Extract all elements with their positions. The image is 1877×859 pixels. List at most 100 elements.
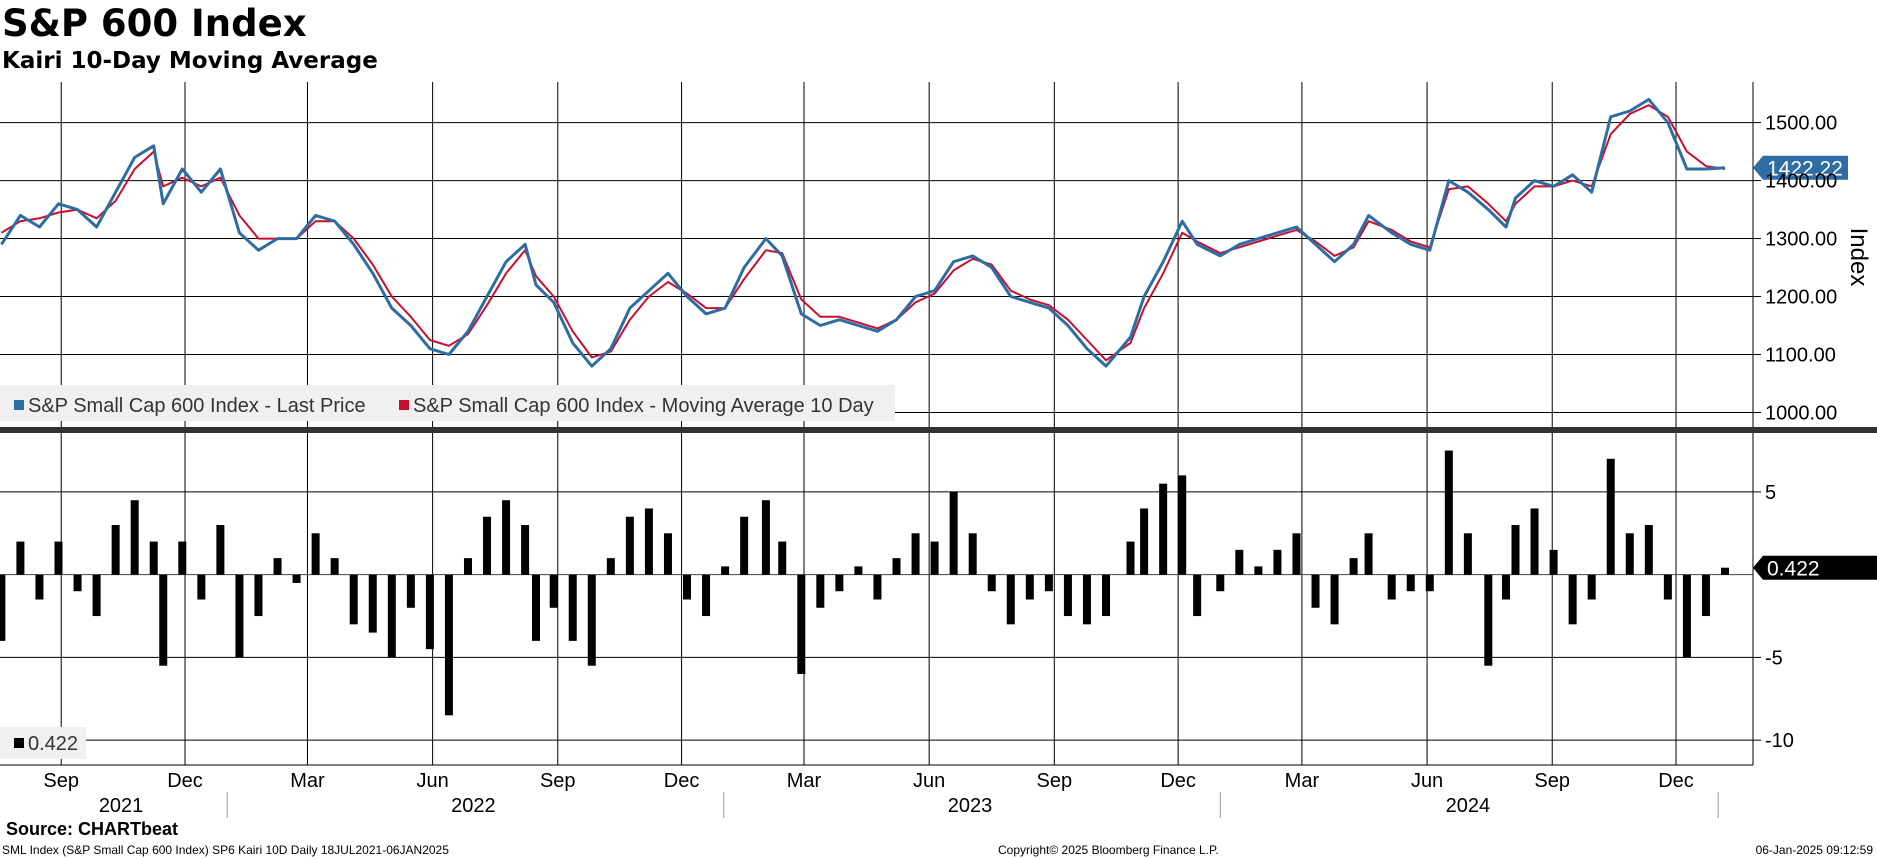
footer-copyright: Copyright© 2025 Bloomberg Finance L.P. bbox=[998, 843, 1219, 857]
kairi-bar bbox=[1625, 533, 1634, 575]
kairi-bar bbox=[349, 574, 358, 625]
last-price-line bbox=[0, 97, 1726, 368]
kairi-bar bbox=[330, 558, 339, 575]
kairi-bar bbox=[587, 574, 596, 666]
x-tick-label-month: Dec bbox=[1658, 770, 1694, 792]
kairi-bar bbox=[444, 574, 453, 716]
kairi-bar bbox=[1006, 574, 1015, 625]
kairi-bar bbox=[568, 574, 577, 641]
kairi-bar bbox=[606, 558, 615, 575]
kairi-bar bbox=[532, 574, 541, 641]
chart-subtitle: Kairi 10-Day Moving Average bbox=[2, 48, 378, 74]
kairi-bar bbox=[216, 525, 225, 575]
x-tick-label-month: Sep bbox=[1037, 770, 1073, 792]
kairi-bar bbox=[273, 558, 282, 575]
last-price-tag bbox=[1753, 155, 1848, 180]
kairi-bar bbox=[16, 541, 25, 575]
kairi-bar bbox=[1292, 533, 1301, 575]
source-note: Source: CHARTbeat bbox=[6, 819, 179, 839]
y-tick-label: 1400.00 bbox=[1765, 171, 1837, 193]
kairi-bar bbox=[1644, 525, 1653, 575]
kairi-bars bbox=[0, 450, 1729, 716]
footer-timestamp: 06-Jan-2025 09:12:59 bbox=[1755, 843, 1873, 857]
y-axis-title: Index bbox=[1845, 228, 1872, 287]
kairi-bar bbox=[761, 500, 770, 575]
kairi-bar bbox=[1463, 533, 1472, 575]
kairi-bar bbox=[368, 574, 377, 633]
kairi-bar bbox=[1511, 525, 1520, 575]
kairi-bar bbox=[54, 541, 63, 575]
legend-background bbox=[0, 385, 895, 421]
kairi-bar bbox=[549, 574, 558, 608]
kairi-bar bbox=[1193, 574, 1202, 617]
kairi-bar bbox=[1587, 574, 1596, 600]
kairi-bar bbox=[1721, 567, 1729, 575]
kairi-bar bbox=[663, 533, 672, 575]
x-tick-label-month: Sep bbox=[43, 770, 79, 792]
x-tick-label-month: Mar bbox=[1285, 770, 1320, 792]
moving-average-line bbox=[0, 104, 1726, 362]
kairi-bar bbox=[625, 516, 634, 575]
kairi-bar bbox=[1549, 549, 1558, 575]
kairi-bar bbox=[425, 574, 434, 650]
kairi-bar bbox=[873, 574, 882, 600]
y-tick-label: 1300.00 bbox=[1765, 229, 1837, 251]
kairi-bar bbox=[1349, 558, 1358, 575]
kairi-bar bbox=[1178, 475, 1187, 575]
y-tick-label: 1500.00 bbox=[1765, 113, 1837, 135]
kairi-bar bbox=[1568, 574, 1577, 625]
kairi-bar bbox=[1082, 574, 1091, 625]
chart-title: S&P 600 Index bbox=[2, 2, 307, 45]
kairi-bar bbox=[987, 574, 996, 592]
kairi-bar bbox=[521, 525, 530, 575]
y-tick-label: 1200.00 bbox=[1765, 287, 1837, 309]
kairi-bar bbox=[892, 558, 901, 575]
kairi-bar bbox=[387, 574, 396, 658]
legend-swatch-price bbox=[14, 400, 24, 410]
legend-label-price: S&P Small Cap 600 Index - Last Price bbox=[28, 395, 366, 417]
x-tick-label-year: 2023 bbox=[948, 795, 993, 817]
kairi-bar bbox=[254, 574, 263, 617]
x-tick-label-month: Dec bbox=[1160, 770, 1196, 792]
kairi-bar bbox=[1701, 574, 1710, 617]
kairi-bar bbox=[1311, 574, 1320, 608]
legend-swatch-kairi bbox=[14, 738, 24, 748]
kairi-bar bbox=[1425, 574, 1434, 592]
kairi-bar bbox=[1044, 574, 1053, 592]
kairi-bar bbox=[1216, 574, 1225, 592]
kairi-bar bbox=[235, 574, 244, 658]
kairi-bar bbox=[73, 574, 82, 592]
y-tick-label: 1100.00 bbox=[1765, 345, 1836, 367]
kairi-bar bbox=[1530, 508, 1539, 575]
kairi-bar bbox=[702, 574, 711, 617]
kairi-bar bbox=[311, 533, 320, 575]
kairi-bar bbox=[740, 516, 749, 575]
footer-series-info: SML Index (S&P Small Cap 600 Index) SP6 … bbox=[2, 843, 449, 857]
x-tick-label-month: Sep bbox=[540, 770, 576, 792]
kairi-bar bbox=[111, 525, 120, 575]
kairi-bar bbox=[854, 566, 863, 575]
kairi-bar bbox=[1102, 574, 1111, 617]
kairi-bar bbox=[1254, 566, 1263, 575]
axes: 1422.22 0.422 bbox=[0, 82, 1877, 818]
kairi-bar bbox=[35, 574, 44, 600]
kairi-bar bbox=[1126, 541, 1135, 575]
x-tick-label-month: Dec bbox=[167, 770, 203, 792]
kairi-bar bbox=[502, 500, 511, 575]
legend: S&P Small Cap 600 Index - Last Price S&P … bbox=[0, 385, 895, 759]
kairi-bar bbox=[463, 558, 472, 575]
legend-label-kairi: 0.422 bbox=[28, 733, 78, 755]
kairi-bar bbox=[1364, 533, 1373, 575]
kairi-bar bbox=[1387, 574, 1396, 600]
kairi-bar bbox=[159, 574, 168, 666]
x-tick-label-month: Mar bbox=[290, 770, 325, 792]
kairi-bar bbox=[406, 574, 415, 608]
kairi-bar bbox=[0, 574, 6, 641]
kairi-bar bbox=[644, 508, 653, 575]
kairi-bar bbox=[1682, 574, 1691, 658]
kairi-bar bbox=[1484, 574, 1493, 666]
x-tick-label-month: Jun bbox=[1411, 770, 1443, 792]
kairi-bar bbox=[197, 574, 206, 600]
kairi-bar bbox=[1273, 549, 1282, 575]
